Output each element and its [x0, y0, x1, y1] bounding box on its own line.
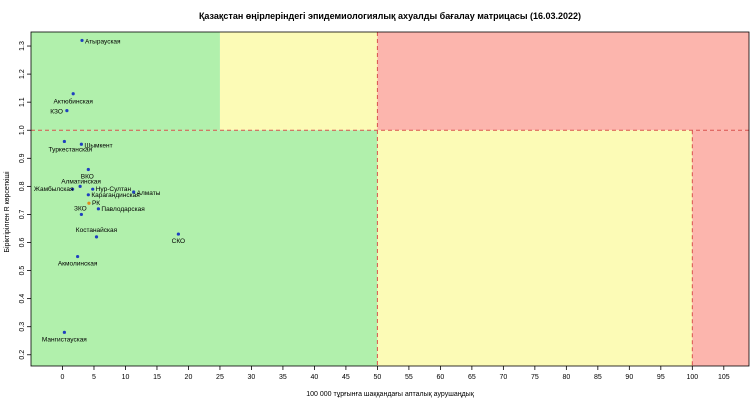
x-axis: 0 5 10 15 20 25 30 35 40 45 50 55 60 65 70 75 80 85 90 95 10…	[61, 366, 730, 381]
data-point	[94, 235, 99, 239]
x-tick-label: 20	[185, 374, 193, 381]
data-point	[62, 139, 66, 144]
y-tick-label: 0.2	[19, 350, 26, 360]
x-tick-label: 100	[686, 374, 698, 381]
x-tick-label: 45	[342, 374, 350, 381]
data-point	[79, 142, 83, 146]
point-label: Карагандинская	[91, 192, 140, 199]
point-label: Мангистауская	[42, 336, 87, 343]
point-label: Шымкент	[84, 142, 112, 149]
data-point	[79, 212, 83, 217]
x-tick-label: 60	[436, 374, 444, 381]
x-tick-label: 90	[625, 374, 633, 381]
y-tick-label: 0.6	[19, 238, 26, 248]
zone-3	[31, 130, 378, 366]
x-tick-label: 0	[61, 374, 65, 381]
x-tick-label: 55	[405, 374, 413, 381]
point-label: РК	[92, 200, 100, 207]
data-point	[132, 190, 136, 194]
x-tick-label: 35	[279, 374, 287, 381]
point-label: ЗКО	[74, 205, 87, 212]
x-tick-label: 75	[531, 374, 539, 381]
point-label: Нур-Султан	[96, 186, 132, 193]
threshold-lines	[31, 32, 749, 366]
data-point	[87, 201, 91, 205]
x-tick-label: 50	[374, 374, 382, 381]
data-point	[96, 207, 100, 211]
zone-backgrounds	[31, 32, 749, 366]
data-points: Атырауская Актюбинская КЗО ТуркестанскаяШым…	[34, 38, 185, 343]
x-tick-label: 15	[153, 374, 161, 381]
point-label: Костанайская	[76, 226, 118, 234]
x-tick-label: 105	[718, 374, 730, 381]
plot-frame	[30, 31, 750, 367]
y-axis-label: Біріктірілген R көрсеткіші	[3, 171, 11, 253]
y-tick-label: 0.5	[19, 266, 26, 276]
x-tick-label: 80	[562, 374, 570, 381]
data-point	[86, 193, 90, 197]
point-label: Актюбинская	[53, 98, 93, 106]
x-tick-label: 65	[468, 374, 476, 381]
data-point	[65, 108, 69, 113]
y-tick-label: 1.2	[19, 69, 26, 79]
zone-1	[219, 32, 378, 131]
x-tick-label: 25	[216, 374, 224, 381]
zone-4	[377, 130, 693, 366]
data-point	[176, 232, 180, 236]
point-label: Павлодарская	[101, 206, 145, 213]
y-tick-label: 1.3	[19, 41, 26, 51]
x-tick-label: 95	[657, 374, 665, 381]
y-tick-label: 0.7	[19, 209, 26, 219]
data-point	[86, 167, 90, 172]
data-point	[71, 92, 75, 96]
point-label: Атырауская	[85, 38, 121, 45]
point-label: Туркестанская	[49, 146, 93, 153]
y-tick-label: 1.1	[19, 97, 26, 107]
data-point	[78, 184, 82, 188]
x-axis-label: 100 000 тұрғынға шаққандағы апталық ауру…	[306, 391, 474, 398]
point-label: ВКО	[81, 174, 94, 181]
y-tick-label: 0.4	[19, 294, 26, 304]
x-tick-label: 30	[248, 374, 256, 381]
point-label: Алматы	[137, 190, 161, 197]
data-point	[62, 330, 66, 334]
y-tick-label: 0.9	[19, 153, 26, 163]
point-label: Жамбылская	[34, 185, 74, 193]
y-tick-label: 0.3	[19, 322, 26, 332]
y-tick-label: 1.0	[19, 125, 26, 135]
x-tick-label: 40	[311, 374, 319, 381]
point-label: Алматинская	[61, 178, 101, 185]
point-label: Акмолинская	[58, 261, 98, 268]
point-label: СКО	[172, 238, 185, 245]
data-point	[70, 187, 75, 191]
point-label: КЗО	[50, 109, 63, 116]
zone-0	[31, 32, 220, 131]
y-axis: 0.2 0.3 0.4 0.5 0.6 0.7 0.8 0.9 1.0 1.1 1.2 1.3	[19, 41, 31, 360]
y-tick-label: 0.8	[19, 181, 26, 191]
zone-5	[692, 130, 749, 366]
zone-2	[377, 32, 749, 131]
data-point	[80, 38, 84, 43]
data-point	[76, 254, 80, 259]
x-tick-label: 5	[92, 374, 96, 381]
x-tick-label: 70	[499, 374, 507, 381]
data-point	[91, 187, 95, 191]
x-tick-label: 10	[122, 374, 130, 381]
chart-title: Қазақстан өңірлеріндегі эпидемиологиялық…	[199, 11, 581, 21]
x-tick-label: 85	[594, 374, 602, 381]
